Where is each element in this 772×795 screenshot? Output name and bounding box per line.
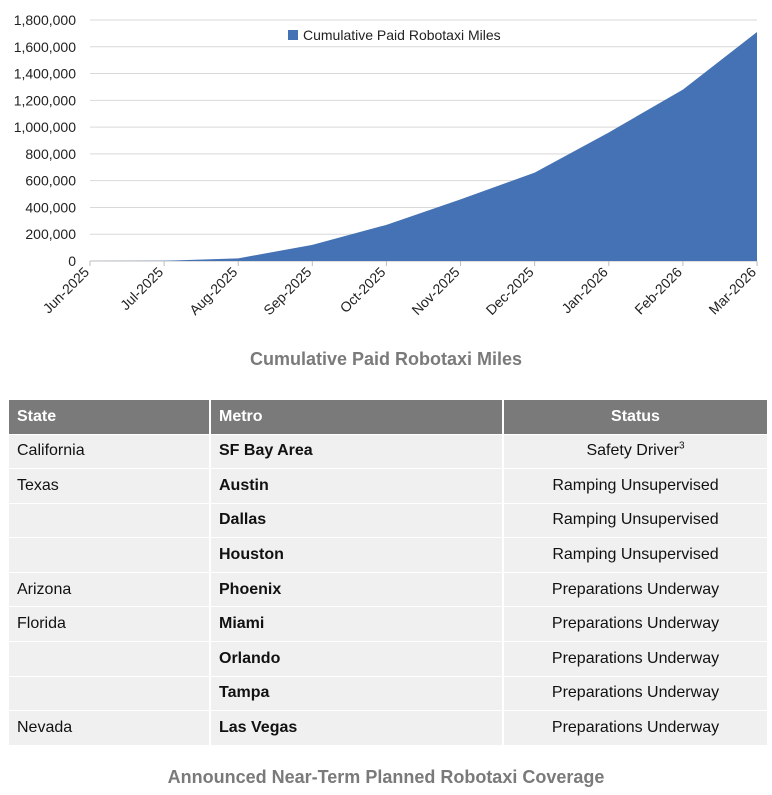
state-cell bbox=[9, 675, 211, 711]
chart-legend: Cumulative Paid Robotaxi Miles bbox=[288, 27, 501, 43]
metro-cell: Dallas bbox=[210, 502, 504, 538]
y-tick-label: 1,000,000 bbox=[14, 119, 76, 135]
y-tick-label: 800,000 bbox=[25, 146, 76, 162]
x-tick-label: Jun-2025 bbox=[40, 264, 93, 317]
table-row: Nevada Las Vegas Preparations Underway bbox=[9, 710, 767, 746]
status-cell: Ramping Unsupervised bbox=[503, 537, 767, 573]
status-text: Safety Driver bbox=[586, 442, 679, 460]
table-caption: Announced Near-Term Planned Robotaxi Cov… bbox=[167, 767, 605, 787]
table-row: Arizona Phoenix Preparations Underway bbox=[9, 571, 767, 607]
y-tick-label: 0 bbox=[68, 253, 76, 269]
status-cell: Ramping Unsupervised bbox=[503, 468, 767, 504]
x-tick-label: Jan-2026 bbox=[558, 264, 611, 317]
status-text: Ramping Unsupervised bbox=[552, 546, 719, 564]
metro-cell: Miami bbox=[210, 606, 504, 642]
state-cell bbox=[9, 537, 211, 573]
metro-cell: Austin bbox=[210, 468, 504, 504]
status-cell: Preparations Underway bbox=[503, 571, 767, 607]
coverage-table: State Metro Status California SF Bay Area… bbox=[9, 400, 767, 746]
state-cell bbox=[9, 502, 211, 538]
x-tick-label: Jul-2025 bbox=[117, 264, 166, 313]
table-row: California SF Bay Area Safety Driver3 bbox=[9, 433, 767, 469]
y-tick-label: 1,200,000 bbox=[14, 92, 76, 108]
table-row: Florida Miami Preparations Underway bbox=[9, 606, 767, 642]
x-tick-label: Dec-2025 bbox=[483, 264, 537, 318]
table-row: Tampa Preparations Underway bbox=[9, 675, 767, 711]
status-cell: Preparations Underway bbox=[503, 641, 767, 677]
status-cell: Safety Driver3 bbox=[503, 433, 767, 469]
state-cell: Nevada bbox=[9, 710, 211, 746]
metro-cell: SF Bay Area bbox=[210, 433, 504, 469]
area-chart: 1,800,000 1,600,000 1,400,000 1,200,000 1,00… bbox=[0, 0, 772, 345]
y-tick-label: 400,000 bbox=[25, 199, 76, 215]
header-metro: Metro bbox=[210, 400, 504, 434]
area-fill bbox=[90, 32, 757, 261]
metro-cell: Las Vegas bbox=[210, 710, 504, 746]
state-cell: Arizona bbox=[9, 571, 211, 607]
x-tick-label: Oct-2025 bbox=[337, 264, 389, 316]
y-axis-ticks: 1,800,000 1,600,000 1,400,000 1,200,000 1,00… bbox=[14, 12, 77, 269]
table-row: Dallas Ramping Unsupervised bbox=[9, 502, 767, 538]
y-tick-label: 600,000 bbox=[25, 173, 76, 189]
x-tick-label: Aug-2025 bbox=[186, 264, 240, 318]
status-text: Preparations Underway bbox=[551, 649, 720, 667]
header-status: Status bbox=[503, 400, 767, 434]
table-row: Orlando Preparations Underway bbox=[9, 641, 767, 677]
metro-cell: Orlando bbox=[210, 641, 504, 677]
status-cell: Preparations Underway bbox=[503, 675, 767, 711]
table-header-row: State Metro Status bbox=[9, 400, 767, 434]
status-text: Ramping Unsupervised bbox=[552, 511, 719, 529]
state-cell: California bbox=[9, 433, 211, 469]
area-series bbox=[89, 31, 758, 262]
y-tick-label: 1,600,000 bbox=[14, 39, 76, 55]
state-cell: Texas bbox=[9, 468, 211, 504]
x-tick-label: Nov-2025 bbox=[408, 264, 462, 318]
y-tick-label: 200,000 bbox=[25, 226, 76, 242]
legend-label: Cumulative Paid Robotaxi Miles bbox=[303, 27, 501, 43]
status-cell: Ramping Unsupervised bbox=[503, 502, 767, 538]
header-state: State bbox=[9, 400, 211, 434]
chart-svg: 1,800,000 1,600,000 1,400,000 1,200,000 1,00… bbox=[14, 12, 760, 318]
status-text: Preparations Underway bbox=[551, 615, 720, 633]
table-row: Texas Austin Ramping Unsupervised bbox=[9, 468, 767, 504]
footnote-marker: 3 bbox=[678, 440, 685, 452]
state-cell bbox=[9, 641, 211, 677]
x-tick-label: Sep-2025 bbox=[260, 264, 314, 318]
table-row: Houston Ramping Unsupervised bbox=[9, 537, 767, 573]
y-tick-label: 1,800,000 bbox=[14, 12, 76, 28]
state-cell: Florida bbox=[9, 606, 211, 642]
metro-cell: Tampa bbox=[210, 675, 504, 711]
x-tick-label: Mar-2026 bbox=[705, 264, 759, 318]
metro-cell: Houston bbox=[210, 537, 504, 573]
legend-swatch bbox=[288, 30, 298, 40]
status-text: Preparations Underway bbox=[551, 719, 720, 737]
x-axis-ticks: Jun-2025 Jul-2025 Aug-2025 Sep-2025 Oct-2025… bbox=[40, 261, 759, 318]
status-cell: Preparations Underway bbox=[503, 710, 767, 746]
status-text: Preparations Underway bbox=[551, 580, 720, 598]
status-text: Ramping Unsupervised bbox=[552, 476, 719, 494]
chart-caption: Cumulative Paid Robotaxi Miles bbox=[249, 349, 523, 369]
x-tick-label: Feb-2026 bbox=[631, 264, 685, 318]
metro-cell: Phoenix bbox=[210, 571, 504, 607]
table-body: California SF Bay Area Safety Driver3 Texas… bbox=[9, 433, 767, 746]
status-cell: Preparations Underway bbox=[503, 606, 767, 642]
status-text: Preparations Underway bbox=[551, 684, 720, 702]
y-tick-label: 1,400,000 bbox=[14, 66, 76, 82]
